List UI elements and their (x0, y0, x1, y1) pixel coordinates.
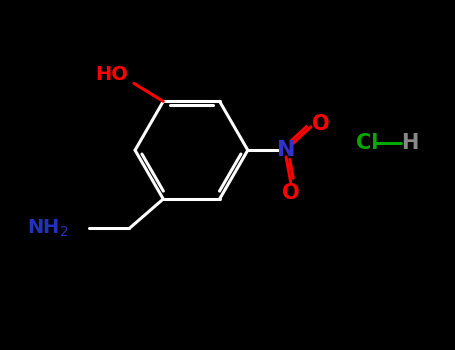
Text: NH$_2$: NH$_2$ (27, 218, 69, 239)
Text: O: O (282, 183, 299, 203)
Text: N: N (277, 140, 295, 160)
Text: Cl: Cl (356, 133, 379, 153)
Text: HO: HO (95, 65, 128, 84)
Text: H: H (401, 133, 419, 153)
Text: O: O (312, 114, 330, 134)
